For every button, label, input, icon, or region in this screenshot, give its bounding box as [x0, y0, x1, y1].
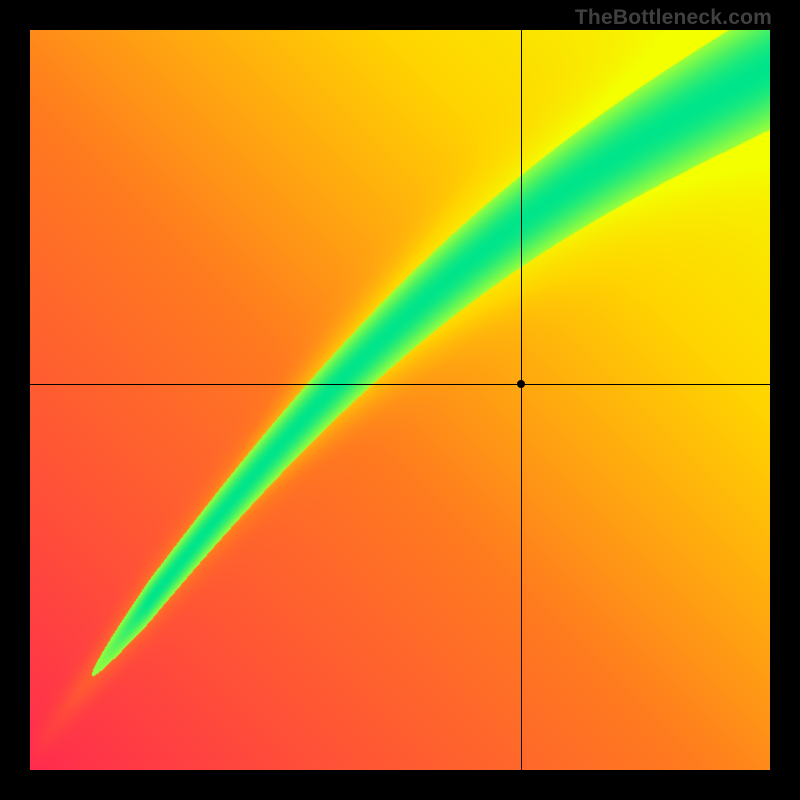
crosshair-vertical — [521, 30, 522, 770]
watermark-label: TheBottleneck.com — [575, 6, 772, 30]
chart-container: TheBottleneck.com — [0, 0, 800, 800]
crosshair-horizontal — [30, 384, 770, 385]
bottleneck-heatmap — [30, 30, 770, 770]
crosshair-marker — [517, 380, 525, 388]
